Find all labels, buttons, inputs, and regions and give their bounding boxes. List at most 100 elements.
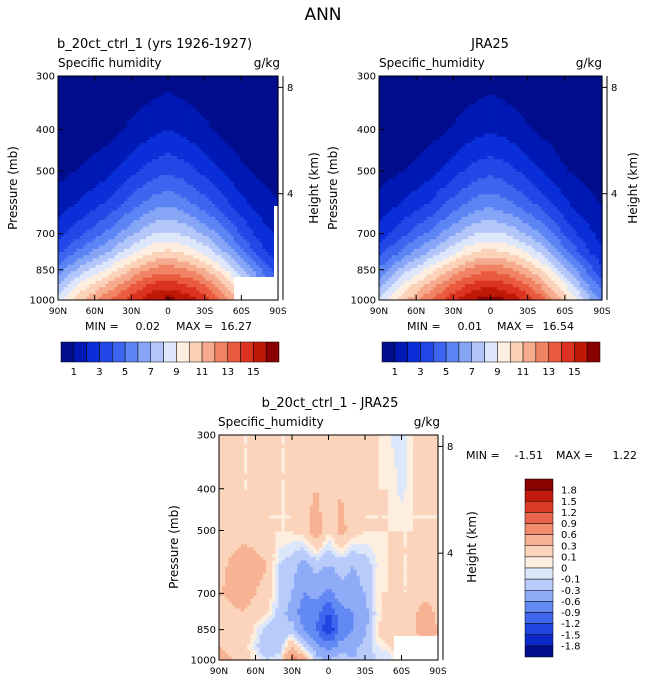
heatmap-cell: [218, 181, 223, 186]
heatmap-cell: [268, 245, 273, 250]
heatmap-cell: [221, 172, 226, 176]
heatmap-cell: [164, 207, 169, 211]
heatmap-cell: [183, 140, 188, 144]
heatmap-cell: [262, 104, 267, 109]
heatmap-cell: [208, 108, 213, 112]
heatmap-cell: [234, 210, 238, 215]
heatmap-cell: [89, 207, 94, 211]
heatmap-cell: [139, 140, 144, 144]
heatmap-cell: [237, 162, 241, 167]
heatmap-cell: [259, 239, 263, 243]
heatmap-cell: [237, 136, 241, 141]
heatmap-cell: [158, 239, 163, 243]
heatmap-cell: [249, 248, 254, 253]
heatmap-cell: [108, 194, 113, 199]
heatmap-cell: [142, 111, 147, 115]
heatmap-cell: [67, 229, 72, 234]
heatmap-cell: [249, 213, 254, 218]
heatmap-cell: [89, 133, 94, 138]
heatmap-cell: [161, 181, 166, 186]
heatmap-cell: [177, 207, 182, 211]
heatmap-cell: [155, 117, 160, 122]
heatmap-cell: [268, 168, 273, 173]
heatmap-cell: [202, 242, 207, 247]
heatmap-cell: [212, 165, 216, 170]
heatmap-cell: [259, 236, 263, 240]
heatmap-cell: [89, 200, 94, 205]
heatmap-cell: [61, 156, 65, 160]
heatmap-cell: [73, 130, 78, 135]
heatmap-cell: [215, 162, 219, 167]
heatmap-cell: [58, 108, 62, 112]
heatmap-cell: [246, 191, 251, 195]
heatmap-cell: [139, 130, 144, 135]
heatmap-cell: [234, 200, 238, 205]
heatmap-cell: [218, 191, 223, 195]
heatmap-cell: [139, 88, 144, 93]
heatmap-cell: [114, 229, 119, 234]
heatmap-cell: [265, 146, 270, 151]
heatmap-cell: [117, 92, 122, 96]
heatmap-cell: [146, 175, 150, 179]
heatmap-cell: [237, 175, 241, 179]
heatmap-cell: [256, 143, 260, 147]
heatmap-cell: [205, 200, 210, 205]
heatmap-cell: [259, 152, 263, 157]
heatmap-cell: [155, 156, 160, 160]
heatmap-cell: [221, 162, 226, 167]
heatmap-cell: [155, 98, 160, 103]
heatmap-cell: [215, 117, 219, 122]
heatmap-cell: [64, 120, 69, 125]
heatmap-cell: [58, 239, 62, 243]
heatmap-cell: [117, 114, 122, 119]
heatmap-cell: [174, 191, 179, 195]
heatmap-cell: [249, 152, 254, 157]
heatmap-cell: [174, 85, 179, 90]
heatmap-cell: [92, 194, 97, 199]
heatmap-cell: [67, 92, 72, 96]
heatmap-cell: [256, 152, 260, 157]
heatmap-cell: [221, 252, 226, 256]
heatmap-cell: [262, 220, 267, 224]
heatmap-cell: [152, 245, 157, 250]
heatmap-cell: [105, 127, 109, 131]
heatmap-cell: [212, 76, 216, 80]
heatmap-cell: [252, 200, 257, 205]
heatmap-cell: [146, 88, 150, 93]
heatmap-cell: [127, 143, 131, 147]
heatmap-cell: [177, 108, 182, 112]
colorbar-tick-label: 1: [71, 367, 77, 378]
heatmap-cell: [252, 223, 257, 227]
heatmap-cell: [249, 92, 254, 96]
heatmap-cell: [212, 159, 216, 163]
heatmap-cell: [98, 178, 103, 183]
heatmap-cell: [202, 152, 207, 157]
heatmap-cell: [127, 120, 131, 125]
heatmap-cell: [139, 197, 144, 202]
heatmap-cell: [130, 117, 135, 122]
heatmap-cell: [183, 216, 188, 221]
heatmap-cell: [218, 236, 223, 240]
heatmap-cell: [61, 200, 65, 205]
heatmap-cell: [86, 133, 91, 138]
heatmap-cell: [64, 165, 69, 170]
heatmap-cell: [208, 194, 213, 199]
heatmap-cell: [89, 76, 94, 80]
heatmap-cell: [252, 216, 257, 221]
heatmap-cell: [208, 88, 213, 93]
heatmap-cell: [205, 172, 210, 176]
heatmap-cell: [127, 213, 131, 218]
heatmap-cell: [190, 200, 194, 205]
heatmap-cell: [171, 88, 175, 93]
heatmap-cell: [158, 149, 163, 154]
heatmap-cell: [155, 220, 160, 224]
heatmap-cell: [111, 213, 116, 218]
heatmap-cell: [230, 104, 235, 109]
heatmap-cell: [183, 188, 188, 192]
heatmap-cell: [199, 149, 204, 154]
heatmap-cell: [190, 223, 194, 227]
heatmap-cell: [256, 162, 260, 167]
heatmap-cell: [256, 200, 260, 205]
heatmap-cell: [61, 216, 65, 221]
heatmap-cell: [177, 124, 182, 128]
